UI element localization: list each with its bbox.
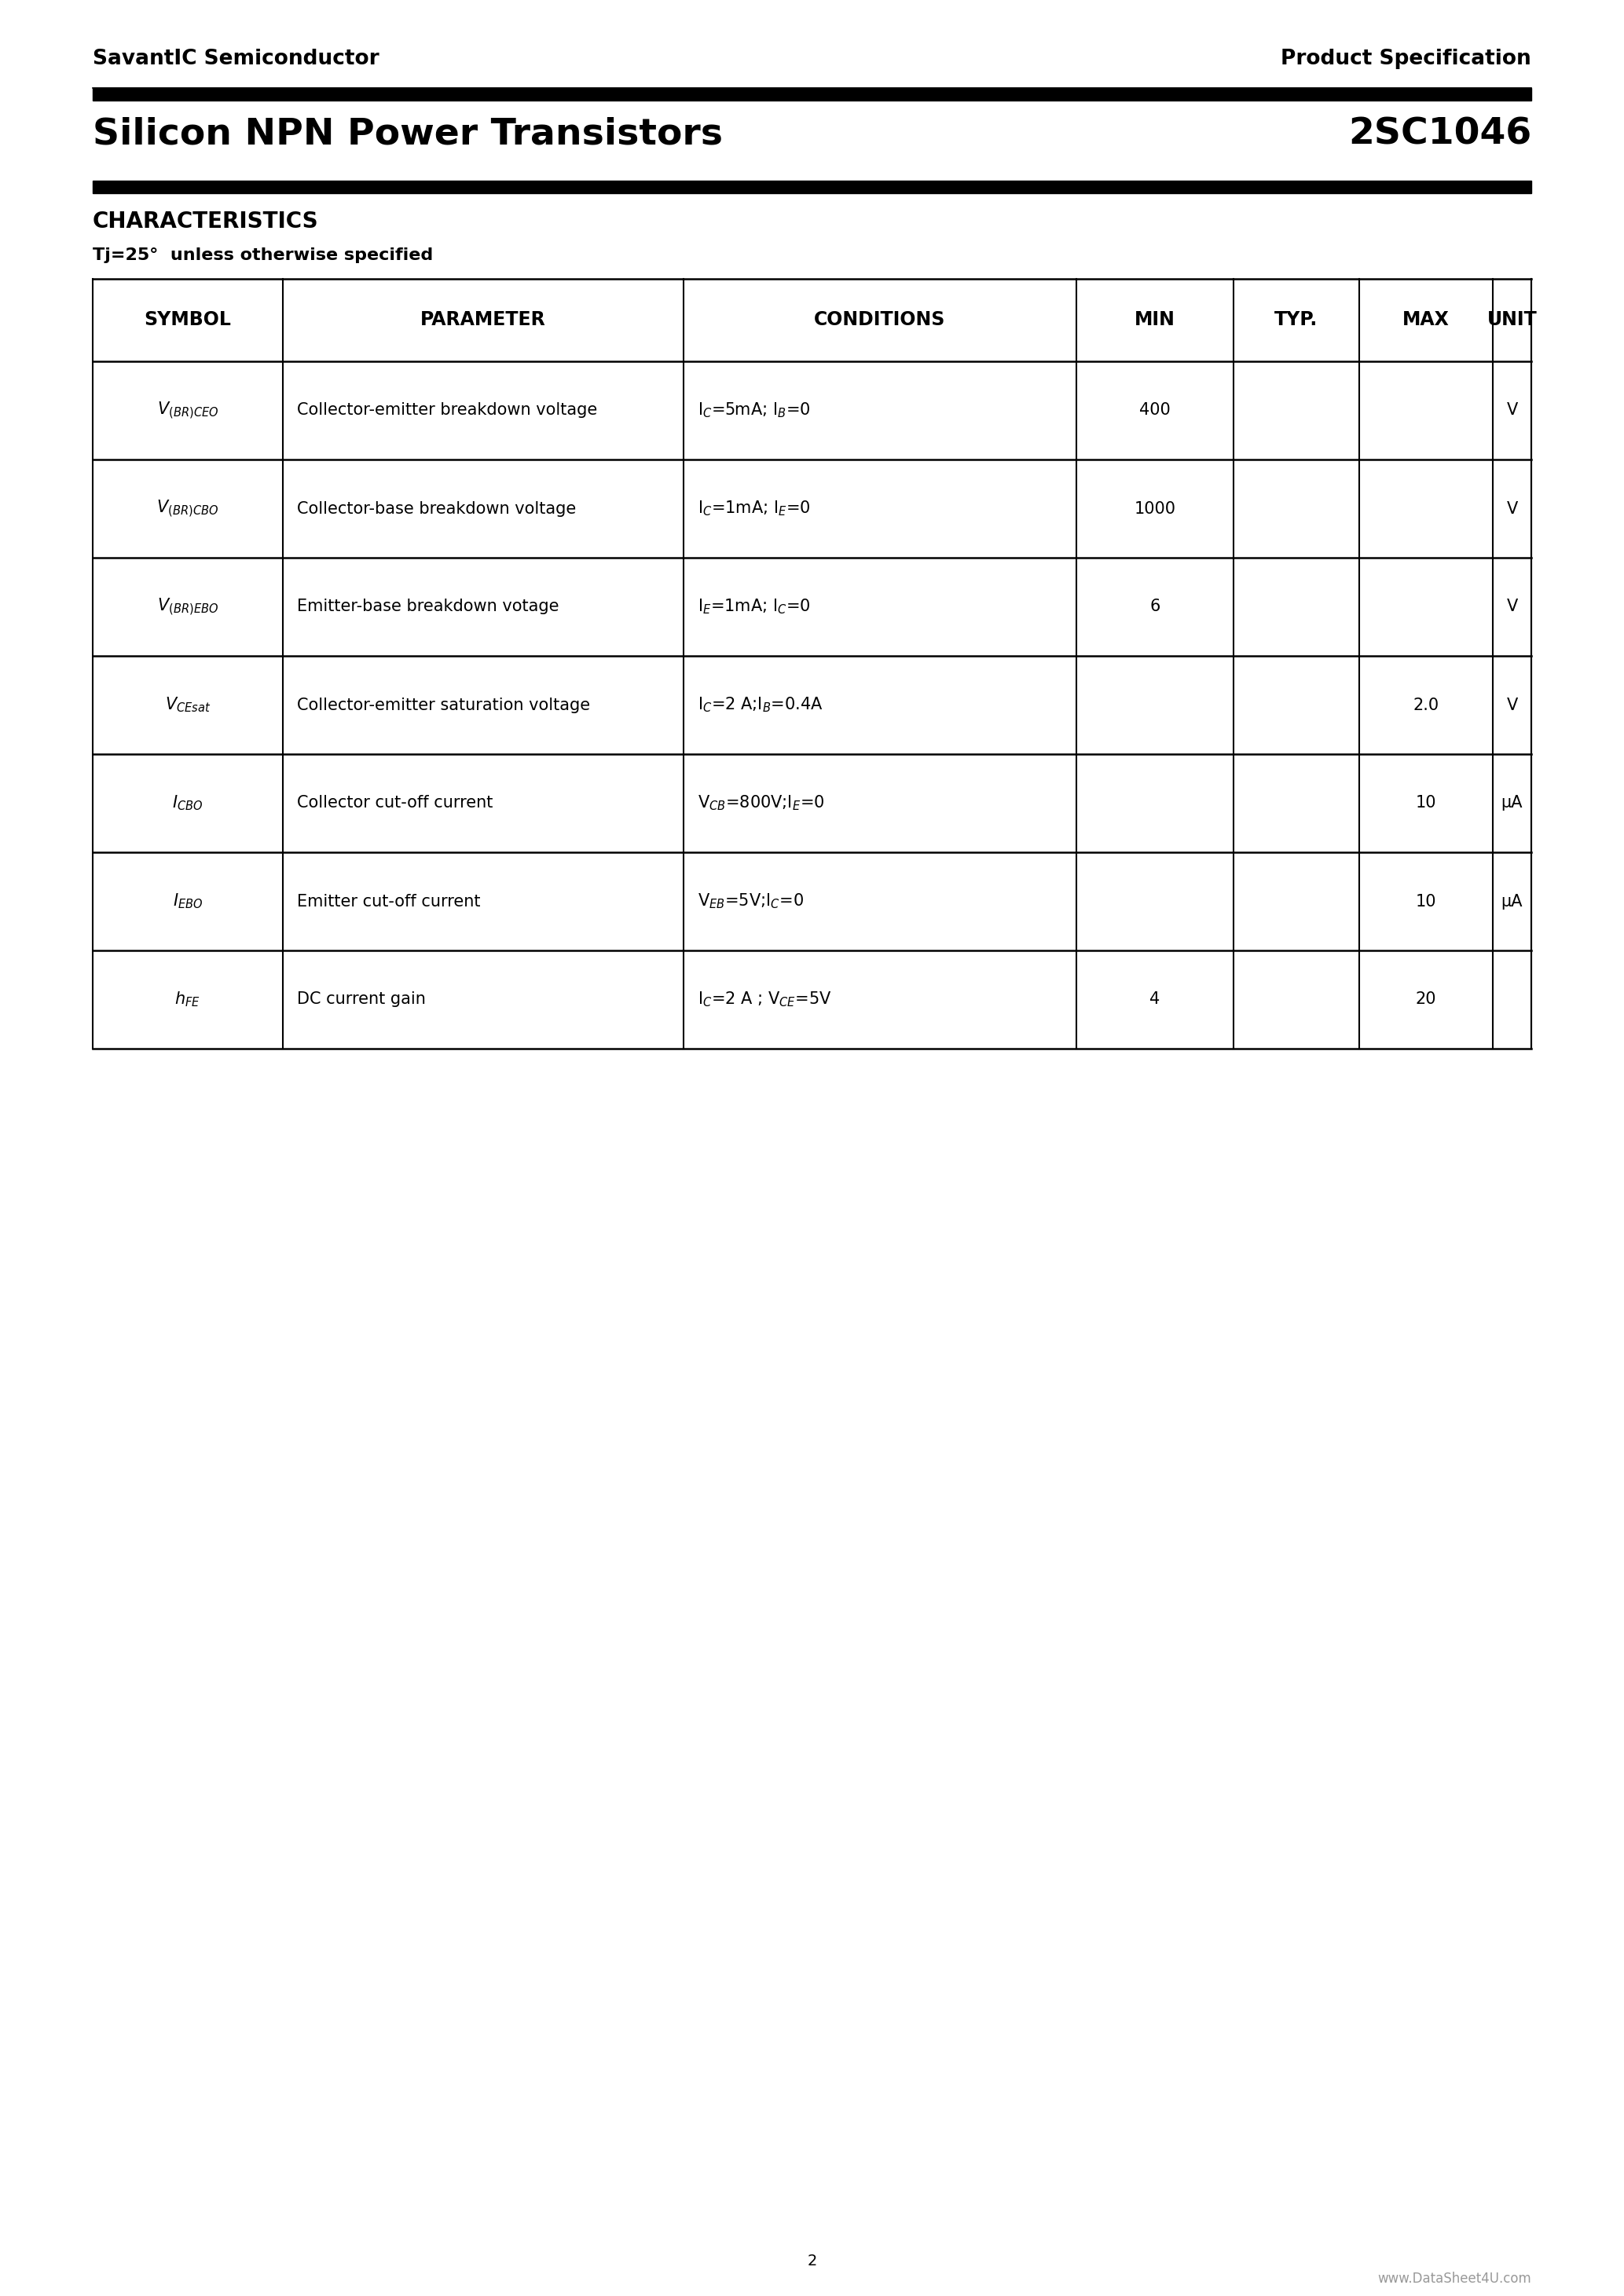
Text: V$_{(BR)EBO}$: V$_{(BR)EBO}$ <box>158 597 219 618</box>
Text: 1000: 1000 <box>1134 501 1176 517</box>
Text: DC current gain: DC current gain <box>297 992 425 1008</box>
Text: V: V <box>1507 402 1518 418</box>
Text: V: V <box>1507 501 1518 517</box>
Text: V$_{CB}$=800V;I$_{E}$=0: V$_{CB}$=800V;I$_{E}$=0 <box>698 794 825 813</box>
Text: 4: 4 <box>1150 992 1160 1008</box>
Text: CHARACTERISTICS: CHARACTERISTICS <box>93 211 318 232</box>
Text: 6: 6 <box>1150 599 1160 615</box>
Text: I$_{C}$=1mA; I$_{E}$=0: I$_{C}$=1mA; I$_{E}$=0 <box>698 498 810 519</box>
Text: I$_{E}$=1mA; I$_{C}$=0: I$_{E}$=1mA; I$_{C}$=0 <box>698 597 810 615</box>
Text: Collector-emitter breakdown voltage: Collector-emitter breakdown voltage <box>297 402 598 418</box>
Text: Silicon NPN Power Transistors: Silicon NPN Power Transistors <box>93 117 723 152</box>
Text: 10: 10 <box>1416 794 1436 810</box>
Text: MIN: MIN <box>1135 310 1176 331</box>
Text: Collector-emitter saturation voltage: Collector-emitter saturation voltage <box>297 698 590 712</box>
Text: 10: 10 <box>1416 893 1436 909</box>
Text: I$_{EBO}$: I$_{EBO}$ <box>172 893 203 912</box>
Text: CONDITIONS: CONDITIONS <box>814 310 945 331</box>
Text: 400: 400 <box>1140 402 1171 418</box>
Text: I$_{C}$=2 A ; V$_{CE}$=5V: I$_{C}$=2 A ; V$_{CE}$=5V <box>698 990 831 1008</box>
Text: μA: μA <box>1501 794 1523 810</box>
Text: 2: 2 <box>807 2252 817 2268</box>
Text: Collector-base breakdown voltage: Collector-base breakdown voltage <box>297 501 577 517</box>
Text: 2SC1046: 2SC1046 <box>1348 117 1531 152</box>
Text: V: V <box>1507 599 1518 615</box>
Text: SYMBOL: SYMBOL <box>145 310 231 331</box>
Text: μA: μA <box>1501 893 1523 909</box>
Text: V: V <box>1507 698 1518 712</box>
Text: I$_{C}$=2 A;I$_{B}$=0.4A: I$_{C}$=2 A;I$_{B}$=0.4A <box>698 696 823 714</box>
Text: MAX: MAX <box>1403 310 1450 331</box>
Text: www.DataSheet4U.com: www.DataSheet4U.com <box>1377 2271 1531 2287</box>
Bar <box>93 87 1531 101</box>
Text: V$_{EB}$=5V;I$_{C}$=0: V$_{EB}$=5V;I$_{C}$=0 <box>698 893 804 912</box>
Text: Collector cut-off current: Collector cut-off current <box>297 794 494 810</box>
Text: I$_{C}$=5mA; I$_{B}$=0: I$_{C}$=5mA; I$_{B}$=0 <box>698 402 810 420</box>
Text: V$_{(BR)CBO}$: V$_{(BR)CBO}$ <box>156 498 219 519</box>
Text: I$_{CBO}$: I$_{CBO}$ <box>172 794 203 813</box>
Text: UNIT: UNIT <box>1488 310 1536 331</box>
Text: 20: 20 <box>1416 992 1436 1008</box>
Text: TYP.: TYP. <box>1275 310 1319 331</box>
Text: 2.0: 2.0 <box>1413 698 1439 712</box>
Text: Tj=25°  unless otherwise specified: Tj=25° unless otherwise specified <box>93 248 434 264</box>
Text: V$_{(BR)CEO}$: V$_{(BR)CEO}$ <box>158 400 219 420</box>
Text: Emitter-base breakdown votage: Emitter-base breakdown votage <box>297 599 559 615</box>
Text: Product Specification: Product Specification <box>1281 48 1531 69</box>
Text: PARAMETER: PARAMETER <box>421 310 546 331</box>
Text: h$_{FE}$: h$_{FE}$ <box>175 990 201 1008</box>
Text: V$_{CEsat}$: V$_{CEsat}$ <box>164 696 211 714</box>
Text: SavantIC Semiconductor: SavantIC Semiconductor <box>93 48 378 69</box>
Bar <box>93 181 1531 193</box>
Text: Emitter cut-off current: Emitter cut-off current <box>297 893 481 909</box>
